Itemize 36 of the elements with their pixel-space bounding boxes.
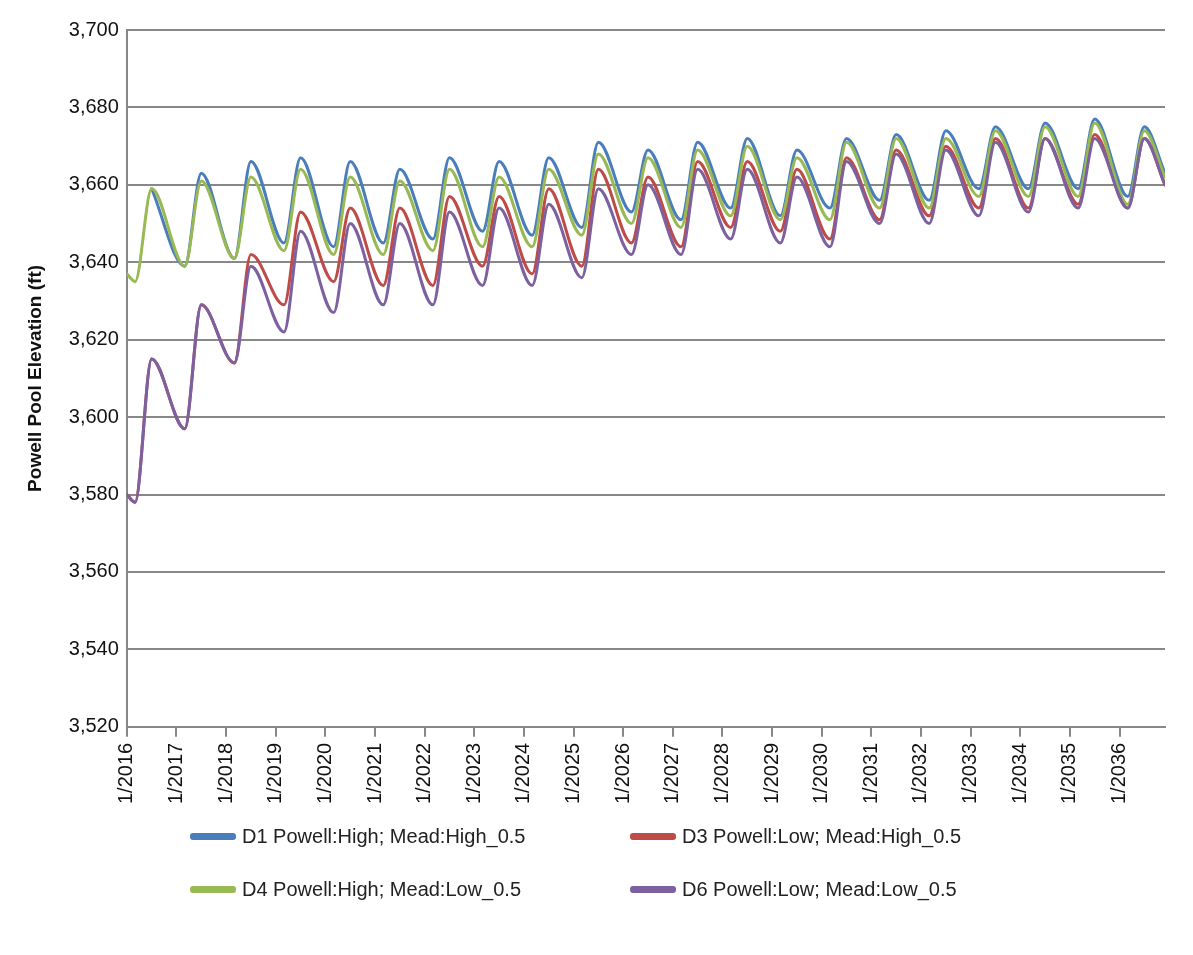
y-tick-label: 3,680 [68, 94, 119, 117]
y-axis-title: Powell Pool Elevation (ft) [23, 264, 45, 492]
x-tick-label: 1/2030 [809, 742, 832, 804]
legend-label: D4 Powell:High; Mead:Low_0.5 [242, 878, 522, 901]
legend-label: D6 Powell:Low; Mead:Low_0.5 [682, 878, 957, 901]
y-tick-label: 3,540 [68, 636, 119, 659]
x-tick-label: 1/2021 [362, 742, 385, 804]
x-tick-label: 1/2032 [908, 742, 931, 804]
x-tick-label: 1/2036 [1107, 742, 1130, 804]
x-tick-label: 1/2020 [312, 742, 335, 804]
x-tick-label: 1/2024 [511, 742, 534, 804]
legend-label: D1 Powell:High; Mead:High_0.5 [242, 825, 526, 848]
y-tick-label: 3,640 [68, 249, 119, 272]
x-tick-label: 1/2018 [213, 742, 236, 804]
y-tick-label: 3,580 [68, 482, 119, 505]
x-tick-label: 1/2029 [759, 742, 782, 804]
x-tick-label: 1/2017 [164, 742, 186, 804]
y-tick-label: 3,560 [68, 559, 119, 582]
x-tick-label: 1/2034 [1007, 742, 1030, 804]
x-tick-label: 1/2016 [114, 742, 137, 804]
x-tick-label: 1/2022 [412, 742, 435, 804]
y-tick-label: 3,520 [68, 714, 119, 737]
x-tick-label: 1/2026 [610, 742, 633, 804]
x-tick-label: 1/2035 [1057, 742, 1080, 804]
x-tick-label: 1/2033 [958, 742, 981, 804]
y-tick-label: 3,660 [68, 172, 119, 195]
x-tick-label: 1/2027 [660, 742, 683, 804]
x-tick-label: 1/2025 [561, 742, 584, 804]
y-tick-label: 3,600 [68, 404, 119, 427]
x-tick-label: 1/2031 [858, 742, 881, 804]
x-tick-label: 1/2028 [709, 742, 732, 804]
x-tick-label: 1/2019 [263, 742, 286, 804]
x-tick-label: 1/2023 [461, 742, 484, 804]
y-tick-label: 3,700 [68, 17, 119, 40]
legend-label: D3 Powell:Low; Mead:High_0.5 [682, 825, 962, 848]
y-tick-label: 3,620 [68, 327, 119, 350]
